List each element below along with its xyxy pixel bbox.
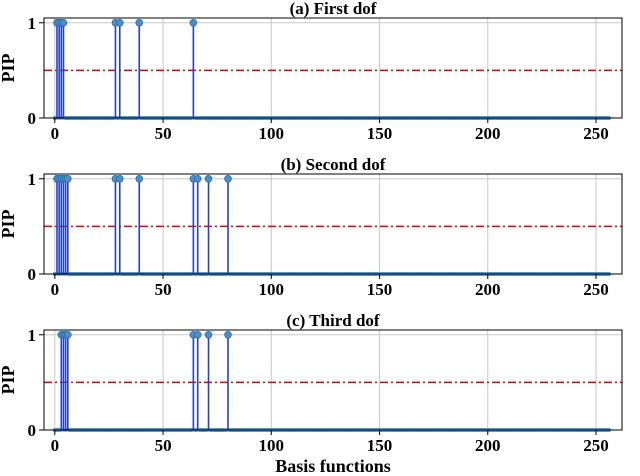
x-tick-label: 50 [155, 124, 172, 143]
x-tick-label: 0 [51, 124, 60, 143]
x-axis-label: Basis functions [275, 456, 391, 476]
stem-marker [204, 174, 213, 183]
stem-marker [64, 174, 72, 183]
stem-marker [115, 18, 124, 27]
stem-marker [115, 174, 124, 183]
y-tick-label: 1 [28, 170, 37, 189]
panel-2: 0 50 100 150 200 250 0 1 (b) Second dof PIP [0, 155, 623, 299]
stem-marker [193, 330, 202, 339]
y-tick-label: 0 [28, 421, 37, 440]
axes-frame [43, 17, 623, 119]
x-tick-label: 0 [51, 280, 60, 299]
stem-marker [189, 18, 198, 27]
x-tick-label: 150 [367, 124, 393, 143]
y-tick-label: 0 [28, 265, 37, 284]
x-tick-label: 100 [259, 436, 285, 455]
x-tick-label: 200 [475, 436, 501, 455]
x-tick-label: 50 [155, 280, 172, 299]
y-tick-label: 1 [28, 14, 37, 33]
x-tick-label: 50 [155, 436, 172, 455]
panel-3: 0 50 100 150 200 250 0 1 (c) Third dof PIP Basis f… [0, 311, 623, 476]
x-tick-label: 100 [259, 124, 285, 143]
x-tick-label: 250 [583, 280, 609, 299]
x-tick-label: 200 [475, 280, 501, 299]
y-axis-label: PIP [0, 54, 18, 83]
stem-marker [224, 330, 232, 339]
stem-marker [135, 174, 144, 183]
stem-marker [193, 174, 202, 183]
x-tick-label: 250 [583, 124, 609, 143]
axes-frame [43, 173, 623, 275]
panel-title: (c) Third dof [286, 311, 380, 330]
y-tick-label: 0 [28, 109, 37, 128]
stem-marker [64, 330, 72, 339]
axes-frame [43, 329, 623, 431]
x-tick-label: 150 [367, 280, 393, 299]
x-tick-label: 250 [583, 436, 609, 455]
panel-title: (b) Second dof [281, 155, 386, 174]
x-tick-label: 150 [367, 436, 393, 455]
x-tick-label: 200 [475, 124, 501, 143]
x-tick-label: 100 [259, 280, 285, 299]
y-axis-label: PIP [0, 366, 18, 395]
panel-1: 0 50 100 150 200 250 0 1 (a) First dof PIP [0, 0, 623, 143]
y-axis-label: PIP [0, 210, 18, 239]
y-tick-label: 1 [28, 326, 37, 345]
stem-marker [59, 18, 68, 27]
stem-marker [135, 18, 144, 27]
x-tick-label: 0 [51, 436, 60, 455]
stem-marker [204, 330, 213, 339]
stem-marker [224, 174, 232, 183]
panel-title: (a) First dof [290, 0, 377, 18]
